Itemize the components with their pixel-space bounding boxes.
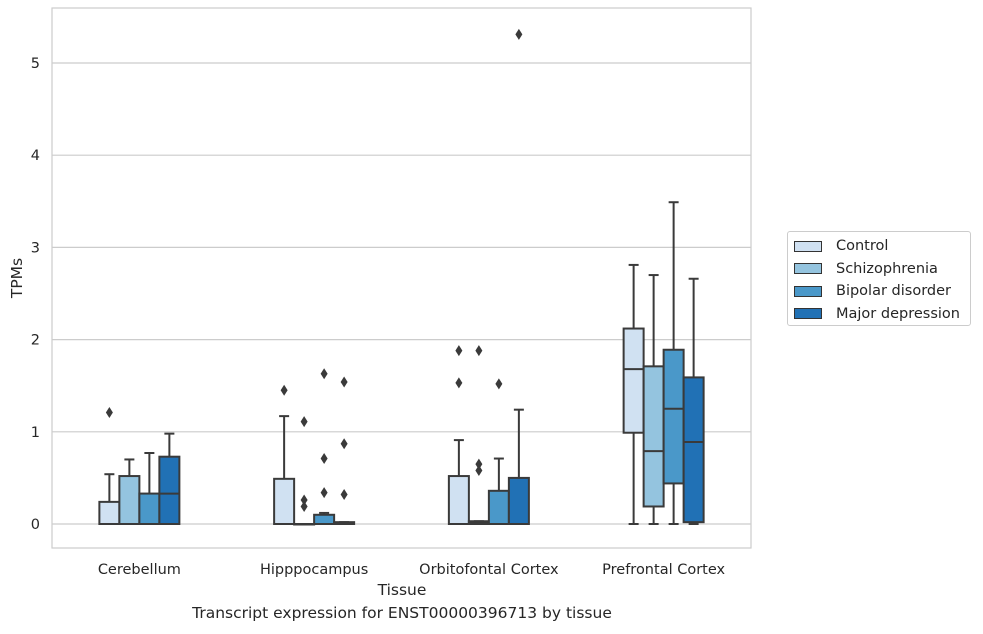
box-body: [507, 476, 530, 525]
outlier-point: [320, 368, 328, 380]
box-2-0: [138, 452, 161, 526]
outlier-point: [475, 458, 483, 470]
y-tick-label: 4: [31, 148, 40, 164]
box-body: [273, 477, 296, 525]
box-body: [98, 500, 121, 526]
legend-item: Major depression: [794, 304, 960, 324]
legend-swatch: [794, 308, 822, 319]
y-tick-label: 0: [31, 517, 40, 533]
box-3-1: [333, 376, 356, 526]
x-axis-label: Tissue: [377, 581, 427, 599]
legend-item: Control: [794, 236, 888, 256]
box-3-3: [682, 277, 705, 525]
box-0-1: [273, 384, 296, 525]
box-body: [662, 348, 685, 485]
box-0-0: [98, 406, 121, 526]
x-tick-label: Orbitofontal Cortex: [419, 562, 559, 578]
outlier-point: [455, 345, 463, 357]
outlier-point: [455, 377, 463, 389]
y-tick-label: 2: [31, 333, 40, 349]
box-body: [622, 327, 645, 434]
outlier-point: [495, 378, 503, 390]
legend-swatch: [794, 263, 822, 274]
legend-label: Major depression: [836, 305, 960, 322]
outlier-point: [320, 487, 328, 499]
box-body: [642, 365, 665, 508]
box-0-3: [622, 263, 645, 525]
y-tick-label: 3: [31, 240, 40, 256]
box-body: [682, 376, 705, 524]
box-2-3: [662, 201, 685, 525]
legend-swatch: [794, 285, 822, 297]
y-tick-label: 5: [31, 56, 40, 72]
legend-label: Control: [836, 238, 889, 254]
x-tick-label: Hipppocampus: [260, 562, 368, 578]
outlier-point: [340, 488, 348, 500]
outlier-point: [475, 345, 483, 357]
outlier-point: [300, 416, 308, 428]
legend: Control Schizophrenia Bipolar disorder Majo…: [787, 231, 971, 326]
box-1-3: [642, 274, 665, 525]
box-3-0: [158, 432, 181, 525]
box-1-2: [467, 345, 490, 526]
outlier-point: [340, 438, 348, 450]
legend-item: Bipolar disorder: [794, 281, 951, 301]
y-axis-label: TPMs: [8, 258, 26, 299]
legend-label: Bipolar disorder: [836, 283, 951, 299]
box-2-1: [313, 368, 336, 526]
plot-frame: [51, 7, 752, 549]
outlier-point: [300, 494, 308, 506]
box-1-0: [118, 458, 141, 525]
box-body: [138, 492, 161, 526]
x-tick-label: Prefrontal Cortex: [602, 562, 725, 578]
outlier-point: [105, 406, 113, 418]
outlier-point: [340, 376, 348, 388]
x-tick-labels: Cerebellum Hipppocampus Orbitofontal Corte…: [98, 562, 726, 578]
box-2-2: [487, 378, 510, 526]
y-tick-label: 1: [31, 425, 40, 441]
box-3-2: [507, 28, 530, 525]
x-tick-label: Cerebellum: [98, 562, 181, 578]
y-tick-labels: 0 1 2 3 4 5: [31, 56, 40, 533]
box-body: [158, 455, 181, 525]
outlier-point: [320, 453, 328, 465]
box-body: [447, 475, 470, 525]
legend-label: Schizophrenia: [836, 260, 938, 277]
legend-swatch: [794, 240, 822, 252]
chart-caption: Transcript expression for ENST0000039671…: [192, 604, 612, 622]
outlier-point: [515, 28, 523, 40]
outlier-point: [300, 500, 308, 512]
box-1-1: [293, 416, 316, 526]
outlier-point: [475, 465, 483, 477]
legend-item: Schizophrenia: [794, 259, 938, 279]
box-body: [487, 489, 510, 526]
box-0-2: [447, 345, 470, 525]
box-groups: [98, 28, 705, 526]
outlier-point: [280, 384, 288, 396]
box-body: [313, 513, 336, 526]
box-body: [118, 475, 141, 525]
